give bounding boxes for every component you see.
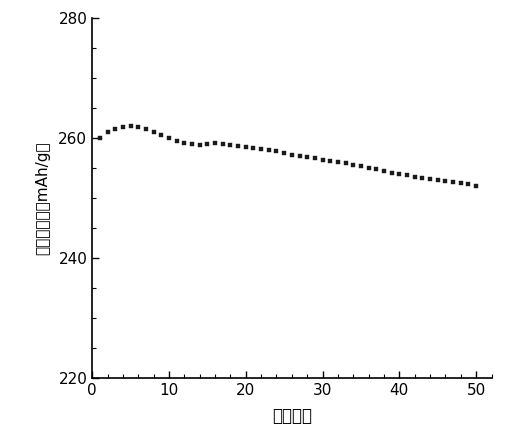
X-axis label: 循环次数: 循环次数	[272, 407, 312, 425]
Y-axis label: 放电比容量（mAh/g）: 放电比容量（mAh/g）	[35, 141, 50, 255]
